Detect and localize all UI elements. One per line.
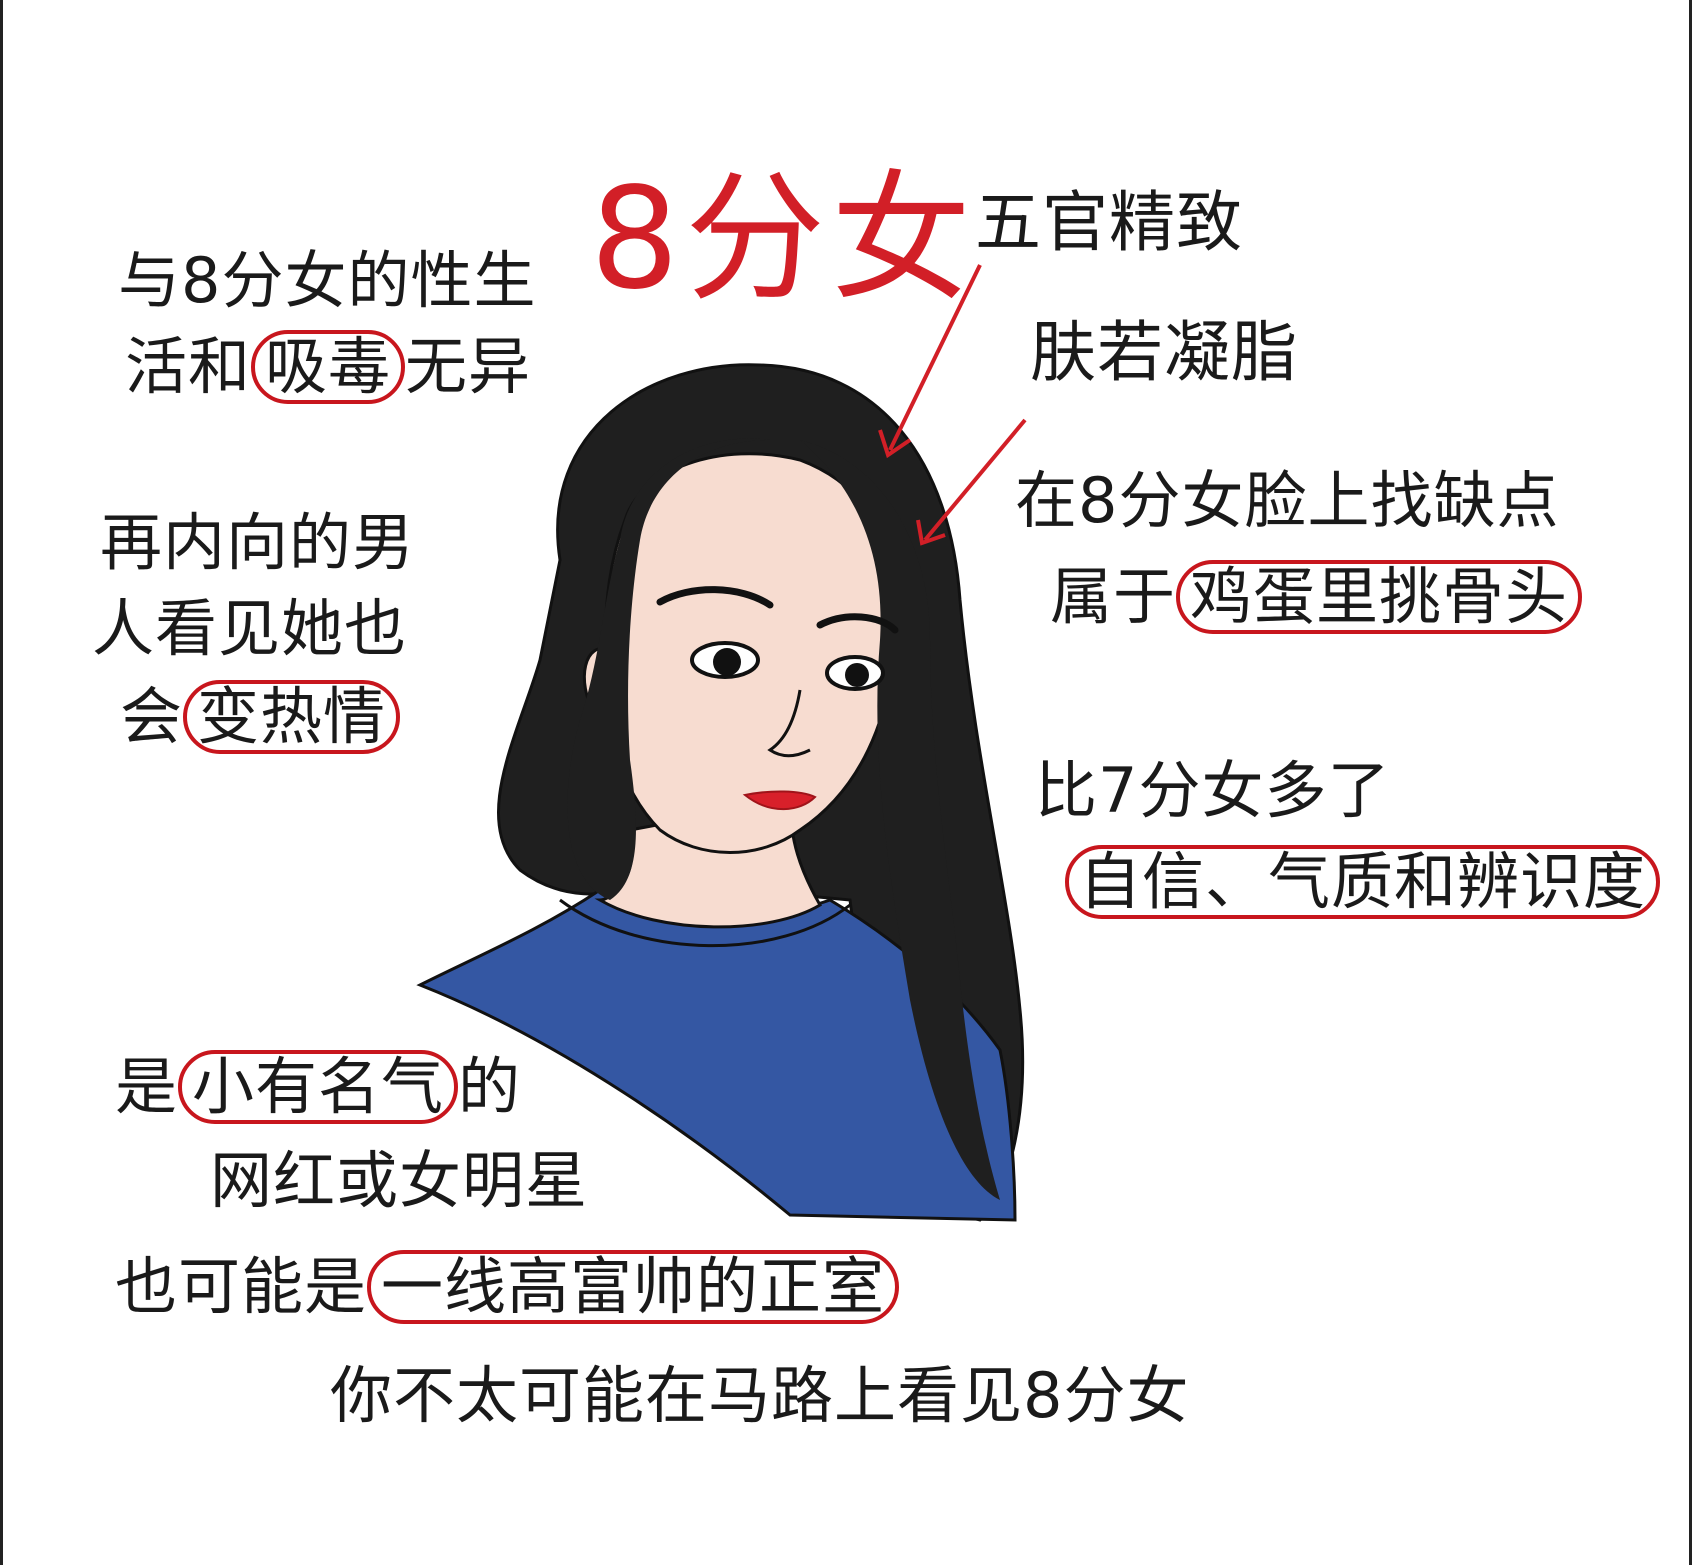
circled-gaofushuai-zhengshi: 一线高富帅的正室 (367, 1250, 900, 1324)
note-left-1-line2: 活和 吸毒 无异 (125, 330, 531, 404)
circled-bian-reqing: 变热情 (183, 680, 401, 754)
note-left-2-line2: 人看见她也 (92, 592, 408, 665)
note-left-1-line2-pre: 活和 (125, 330, 252, 403)
title-8fen-nu: 8分女 (590, 158, 978, 321)
arrow-skin (923, 418, 1027, 542)
arrowhead-features (878, 429, 912, 459)
note-bottom-1-post: 的 (458, 1050, 522, 1123)
note-bottom-1-pre: 是 (115, 1050, 179, 1123)
note-bottom-2: 网红或女明星 (210, 1144, 589, 1217)
eyebrow-right (816, 613, 899, 634)
note-bottom-1: 是小有名气的 (115, 1050, 521, 1124)
eyebrow-left (656, 586, 774, 609)
note-right-furuoningzhi: 肤若凝脂 (1030, 314, 1298, 391)
note-right-3-line2-pre: 属于 (1050, 560, 1177, 633)
hair-front-right (800, 440, 1000, 1200)
hair-front-left (567, 438, 770, 900)
note-right-wuguan: 五官精致 (975, 184, 1243, 261)
circled-xiaoyou-mingqi: 小有名气 (178, 1050, 459, 1124)
note-bottom-3-pre: 也可能是 (115, 1250, 368, 1323)
lips (742, 790, 817, 811)
arrowhead-skin (916, 519, 946, 546)
iris-left (713, 648, 741, 676)
note-left-1-line1: 与8分女的性生 (118, 244, 537, 317)
note-right-3-line2: 属于 鸡蛋里挑骨头 (1050, 560, 1583, 634)
arrow-features (888, 264, 982, 451)
note-left-2-line1: 再内向的男 (100, 506, 416, 579)
circled-xidu: 吸毒 (251, 330, 406, 404)
note-right-4-line2: 自信、气质和辨识度 (1065, 845, 1661, 919)
note-right-4-line1: 比7分女多了 (1035, 754, 1391, 827)
circled-jidan-tiaogutou: 鸡蛋里挑骨头 (1176, 560, 1583, 634)
nose (767, 689, 811, 758)
note-bottom-4: 你不太可能在马路上看见8分女 (330, 1359, 1190, 1432)
note-right-3-line1: 在8分女脸上找缺点 (1015, 464, 1560, 537)
circled-zixin-qizhi: 自信、气质和辨识度 (1065, 845, 1661, 919)
note-bottom-3: 也可能是 一线高富帅的正室 (115, 1250, 900, 1324)
note-left-2-line3-pre: 会 (120, 680, 184, 753)
neckline (559, 898, 851, 948)
note-left-1-line2-post: 无异 (405, 330, 532, 403)
iris-right (845, 663, 869, 687)
note-left-2-line3: 会变热情 (120, 680, 401, 754)
